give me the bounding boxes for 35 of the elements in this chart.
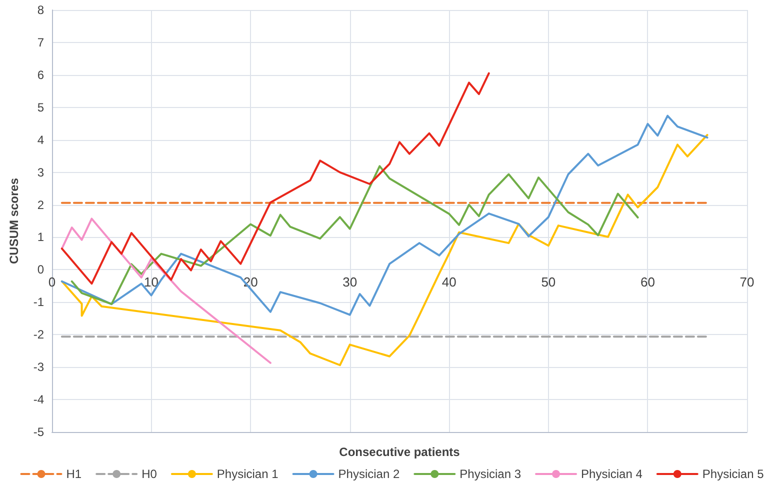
line-series bbox=[70, 165, 639, 306]
legend-label: Physician 1 bbox=[216, 467, 279, 481]
y-tick-label: 0 bbox=[37, 262, 44, 277]
x-tick-label: 60 bbox=[640, 274, 655, 290]
line-series bbox=[60, 134, 708, 366]
y-tick-label: 3 bbox=[37, 165, 44, 180]
y-tick-label: 2 bbox=[37, 198, 44, 212]
y-tick-label: -1 bbox=[33, 295, 44, 310]
legend-label: Physician 2 bbox=[338, 467, 400, 481]
legend-label: Physician 4 bbox=[581, 467, 643, 481]
y-tick-label: 1 bbox=[37, 230, 44, 244]
line-series bbox=[60, 218, 272, 364]
y-tick-label: -5 bbox=[33, 425, 44, 439]
legend-label: Physician 3 bbox=[460, 467, 522, 481]
legend-label: H1 bbox=[66, 467, 82, 481]
x-tick-label: 40 bbox=[442, 274, 456, 290]
x-axis-title: Consecutive patients bbox=[339, 445, 460, 459]
line-series bbox=[60, 72, 490, 285]
x-tick-label: 10 bbox=[144, 274, 159, 290]
y-tick-label: -2 bbox=[33, 328, 44, 342]
x-tick-label: 30 bbox=[342, 274, 358, 290]
y-tick-label: 4 bbox=[37, 132, 44, 147]
y-tick-label: 7 bbox=[37, 35, 44, 50]
legend-label: Physician 5 bbox=[702, 467, 764, 481]
y-tick-label: 5 bbox=[37, 100, 44, 114]
y-tick-label: 6 bbox=[37, 68, 44, 82]
x-tick-label: 0 bbox=[48, 274, 56, 290]
y-axis-title: CUSUM scores bbox=[7, 178, 21, 264]
line-series bbox=[60, 114, 708, 316]
y-tick-label: -4 bbox=[33, 392, 44, 407]
x-tick-label: 70 bbox=[740, 274, 754, 290]
y-tick-label: 8 bbox=[37, 3, 44, 17]
x-tick-label: 50 bbox=[541, 274, 556, 290]
legend-label: H0 bbox=[142, 467, 158, 481]
y-tick-label: -3 bbox=[33, 360, 44, 374]
